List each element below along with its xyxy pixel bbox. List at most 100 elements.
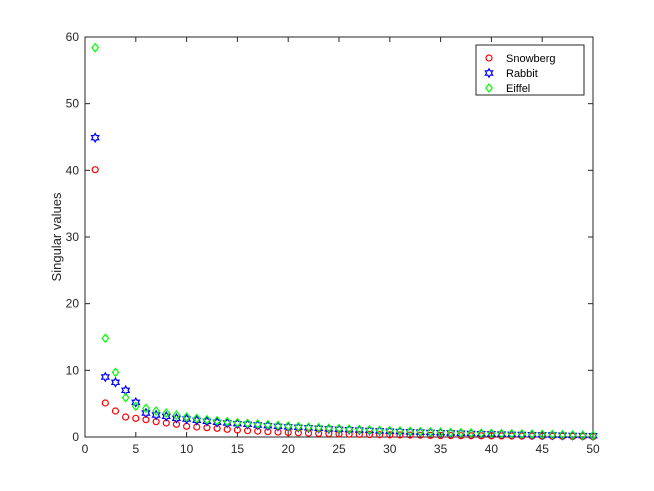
- x-tick-label: 50: [586, 442, 600, 456]
- x-tick-label: 20: [282, 442, 296, 456]
- x-tick-label: 10: [180, 442, 194, 456]
- axis-tick-labels: 0 5 10 15 20 25 30 35 40 45 50 0 10 20 30 40 50 60: [66, 30, 600, 456]
- data-point: [456, 427, 465, 438]
- data-point: [376, 431, 384, 439]
- data-point: [171, 412, 182, 424]
- data-point: [121, 392, 130, 403]
- data-point: [315, 429, 323, 437]
- data-point: [243, 418, 252, 429]
- x-tick-label: 45: [536, 442, 550, 456]
- data-point: [497, 428, 506, 439]
- data-point: [253, 419, 262, 429]
- data-point: [406, 426, 415, 437]
- y-tick-label: 10: [66, 363, 80, 377]
- data-point: [182, 412, 191, 422]
- legend-label-rabbit: Rabbit: [506, 68, 538, 80]
- data-point: [242, 418, 253, 430]
- data-point: [426, 431, 435, 439]
- data-point: [202, 414, 211, 425]
- data-point: [548, 429, 557, 440]
- data-point: [558, 429, 567, 440]
- data-point: [345, 424, 354, 435]
- x-tick-label: 15: [231, 442, 245, 456]
- data-point: [467, 428, 476, 438]
- data-point: [263, 420, 273, 432]
- data-point: [517, 429, 526, 439]
- data-point: [385, 425, 394, 436]
- data-point: [578, 430, 587, 441]
- data-point: [222, 417, 232, 429]
- data-point: [101, 333, 110, 344]
- data-point: [223, 416, 232, 427]
- x-tick-label: 40: [485, 442, 499, 456]
- data-point: [232, 418, 243, 430]
- x-tick-label: 35: [434, 442, 448, 456]
- data-point: [335, 423, 343, 434]
- data-point: [110, 376, 121, 388]
- legend-marker-rabbit: [484, 67, 494, 79]
- data-point: [162, 408, 171, 418]
- y-tick-label: 60: [66, 30, 80, 44]
- data-point: [202, 415, 212, 427]
- x-tick-label: 5: [132, 442, 139, 456]
- data-point: [161, 410, 171, 422]
- legend-label-snowberg: Snowberg: [506, 53, 556, 65]
- data-point: [141, 407, 151, 419]
- data-point: [304, 422, 313, 433]
- data-point: [100, 371, 111, 383]
- data-point: [568, 430, 577, 440]
- data-point: [152, 406, 161, 416]
- legend-label-eiffel: Eiffel: [506, 83, 530, 95]
- data-point: [132, 414, 140, 422]
- data-point: [111, 407, 120, 415]
- data-point: [111, 367, 120, 378]
- data-point: [528, 429, 537, 440]
- data-point: [436, 427, 445, 438]
- y-axis-label: Singular values: [49, 192, 64, 281]
- y-tick-label: 30: [66, 230, 80, 244]
- legend: Snowberg Rabbit Eiffel: [475, 44, 585, 96]
- data-point: [283, 421, 293, 433]
- x-tick-label: 30: [383, 442, 397, 456]
- data-point: [131, 396, 141, 408]
- data-point: [355, 424, 364, 435]
- y-tick-label: 20: [66, 297, 80, 311]
- data-point: [375, 425, 384, 436]
- y-tick-label: 40: [66, 163, 80, 177]
- legend-marker-snowberg: [485, 54, 493, 62]
- data-point: [477, 428, 486, 439]
- y-tick-label: 0: [72, 430, 79, 444]
- data-point: [416, 431, 424, 439]
- data-point: [192, 413, 201, 424]
- data-point: [446, 427, 455, 438]
- data-point: [274, 420, 283, 431]
- data-point: [314, 422, 323, 433]
- legend-box: [475, 44, 585, 96]
- data-point: [589, 430, 597, 441]
- data-point: [273, 420, 283, 432]
- data-point: [416, 426, 425, 437]
- data-point: [213, 415, 222, 426]
- y-tick-label: 50: [66, 97, 80, 111]
- data-point: [386, 431, 394, 439]
- data-point: [538, 429, 547, 440]
- data-point: [151, 409, 161, 421]
- data-point: [335, 430, 343, 438]
- data-point: [91, 166, 99, 174]
- legend-marker-eiffel: [485, 83, 493, 93]
- data-point: [325, 430, 333, 438]
- data-point: [233, 417, 242, 428]
- x-tick-label: 0: [82, 442, 89, 456]
- data-point: [172, 410, 181, 420]
- data-point: [253, 419, 263, 431]
- data-point: [324, 423, 333, 434]
- series-eiffel: [91, 42, 597, 441]
- data-point: [395, 426, 404, 436]
- data-point: [284, 421, 293, 431]
- data-point: [294, 421, 303, 432]
- data-point: [355, 430, 363, 438]
- data-point: [507, 428, 516, 439]
- data-point: [122, 413, 130, 421]
- data-point: [437, 431, 445, 440]
